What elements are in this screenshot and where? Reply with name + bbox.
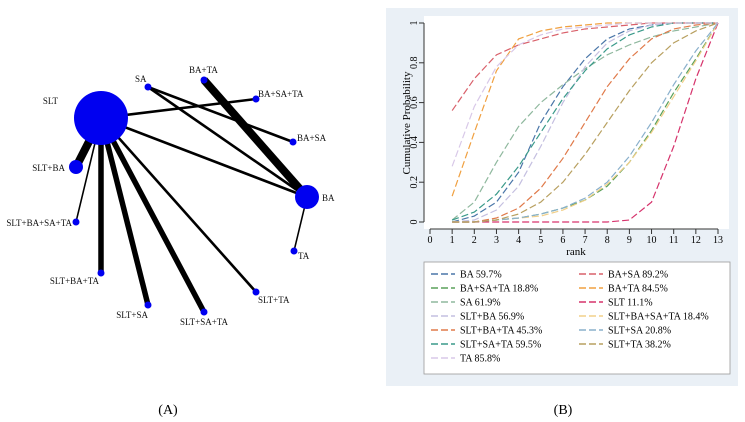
node-label-sa: SA: [135, 74, 147, 84]
y-axis-label: Cumulative Probability: [401, 71, 413, 174]
series-line-sa-61-9: [451, 22, 719, 221]
edge-sa-ba-sa: [147, 85, 294, 144]
legend-label: BA+TA 84.5%: [608, 284, 668, 295]
y-tick-label: 0.2: [409, 176, 420, 189]
series-line-slt-ba-ta-45-3: [452, 22, 719, 223]
x-tick-label: 4: [516, 235, 521, 246]
x-tick-label: 2: [472, 235, 477, 246]
node-slt-ta: [252, 288, 260, 296]
edge-slt-slt-ta: [100, 117, 257, 293]
node-label-ba-sa: BA+SA: [297, 133, 327, 143]
legend-label: SA 61.9%: [460, 298, 501, 309]
node-label-ba: BA: [322, 193, 335, 203]
y-tick-label: 0.8: [409, 57, 420, 70]
node-sa: [144, 83, 152, 91]
line-series: [451, 22, 719, 223]
series-line-slt-ba-56-9: [452, 22, 718, 223]
legend-label: TA 85.8%: [460, 354, 500, 365]
legend-label: BA 59.7%: [460, 270, 502, 281]
node-label-slt-ta: SLT+TA: [258, 295, 290, 305]
panel-a-caption: (A): [158, 403, 178, 418]
edge-sa-ba: [147, 85, 308, 199]
x-tick-label: 8: [605, 235, 610, 246]
node-label-ba-ta: BA+TA: [189, 65, 218, 75]
x-tick-label: 1: [450, 235, 455, 246]
node-ta: [290, 247, 298, 255]
node-slt-ba: [69, 160, 83, 174]
x-tick-label: 6: [560, 235, 565, 246]
edge-ba-ta-ba: [200, 77, 311, 200]
edge-slt-slt-sa-ta: [98, 116, 207, 314]
panel-b-caption: (B): [554, 403, 573, 418]
plot-area: [424, 16, 729, 229]
node-label-slt-ba-ta: SLT+BA+TA: [50, 276, 100, 286]
network-plot: SLT SA BA+TA BA+SA+TA BA+SA BA TA SLT+BA SLT+BA+…: [6, 65, 335, 327]
y-tick-label: 0: [409, 220, 420, 225]
y-tick-label: 0.4: [409, 136, 420, 149]
legend-label: BA+SA 89.2%: [608, 270, 668, 281]
x-tick-label: 9: [627, 235, 632, 246]
node-ba-sa: [289, 138, 297, 146]
edge-slt-slt-sa: [98, 117, 151, 306]
node-ba-sa-ta: [252, 95, 260, 103]
node-label-ba-sa-ta: BA+SA+TA: [258, 89, 304, 99]
legend-label: SLT 11.1%: [608, 298, 653, 309]
x-axis-label: rank: [566, 246, 586, 258]
edge-slt-ba: [100, 116, 308, 199]
x-tick-label: 7: [583, 235, 588, 246]
series-line-ba-sa-89-2: [451, 22, 718, 111]
chart-ticks: 00.20.40.60.810 1 2 3 4 5 6 7 8 9 10 11 12 13: [409, 21, 723, 247]
node-slt: [74, 91, 128, 145]
series-line-slt-sa-ta-59-5: [451, 22, 718, 221]
legend-label: SLT+BA+TA 45.3%: [460, 326, 542, 337]
legend-label: SLT+SA 20.8%: [608, 326, 671, 337]
legend: BA 59.7% BA+SA 89.2% BA+SA+TA 18.8% BA+TA 8…: [431, 270, 709, 365]
legend-label: SLT+SA+TA 59.5%: [460, 340, 541, 351]
node-label-ta: TA: [298, 251, 310, 261]
chart-axes: [423, 23, 718, 230]
y-tick-label: 0.6: [409, 96, 420, 109]
node-slt-ba-sa-ta: [72, 218, 80, 226]
series-line-slt-ta-38-2: [452, 22, 719, 223]
y-tick-label: 1: [409, 21, 420, 26]
network-nodes: [69, 76, 319, 316]
node-label-slt-ba-sa-ta: SLT+BA+SA+TA: [6, 218, 72, 228]
x-tick-label: 13: [713, 235, 723, 246]
legend-label: SLT+BA+SA+TA 18.4%: [608, 312, 709, 323]
x-tick-label: 12: [691, 235, 701, 246]
series-line-ba-ta-84-5: [451, 22, 718, 197]
x-tick-label: 5: [538, 235, 543, 246]
node-slt-sa: [144, 301, 152, 309]
legend-label: SLT+TA 38.2%: [608, 340, 671, 351]
node-ba: [295, 185, 319, 209]
node-label-slt-sa: SLT+SA: [116, 310, 148, 320]
x-tick-label: 0: [428, 235, 433, 246]
x-tick-label: 10: [647, 235, 657, 246]
node-slt-ba-ta: [97, 269, 105, 277]
network-node-labels: SLT SA BA+TA BA+SA+TA BA+SA BA TA SLT+BA SLT+BA+…: [6, 65, 335, 327]
legend-label: BA+SA+TA 18.8%: [460, 284, 538, 295]
legend-box: [423, 261, 731, 375]
x-tick-label: 3: [494, 235, 499, 246]
node-slt-sa-ta: [200, 308, 208, 316]
legend-label: SLT+BA 56.9%: [460, 312, 524, 323]
cumulative-rank-chart: 00.20.40.60.810 1 2 3 4 5 6 7 8 9 10 11 12 13 Cumulat…: [386, 8, 738, 386]
node-ba-ta: [200, 76, 208, 84]
series-line-slt-11-1: [452, 22, 719, 223]
node-label-slt: SLT: [43, 96, 59, 106]
node-label-slt-sa-ta: SLT+SA+TA: [180, 317, 229, 327]
node-label-slt-ba: SLT+BA: [32, 163, 65, 173]
x-tick-label: 11: [669, 235, 679, 246]
